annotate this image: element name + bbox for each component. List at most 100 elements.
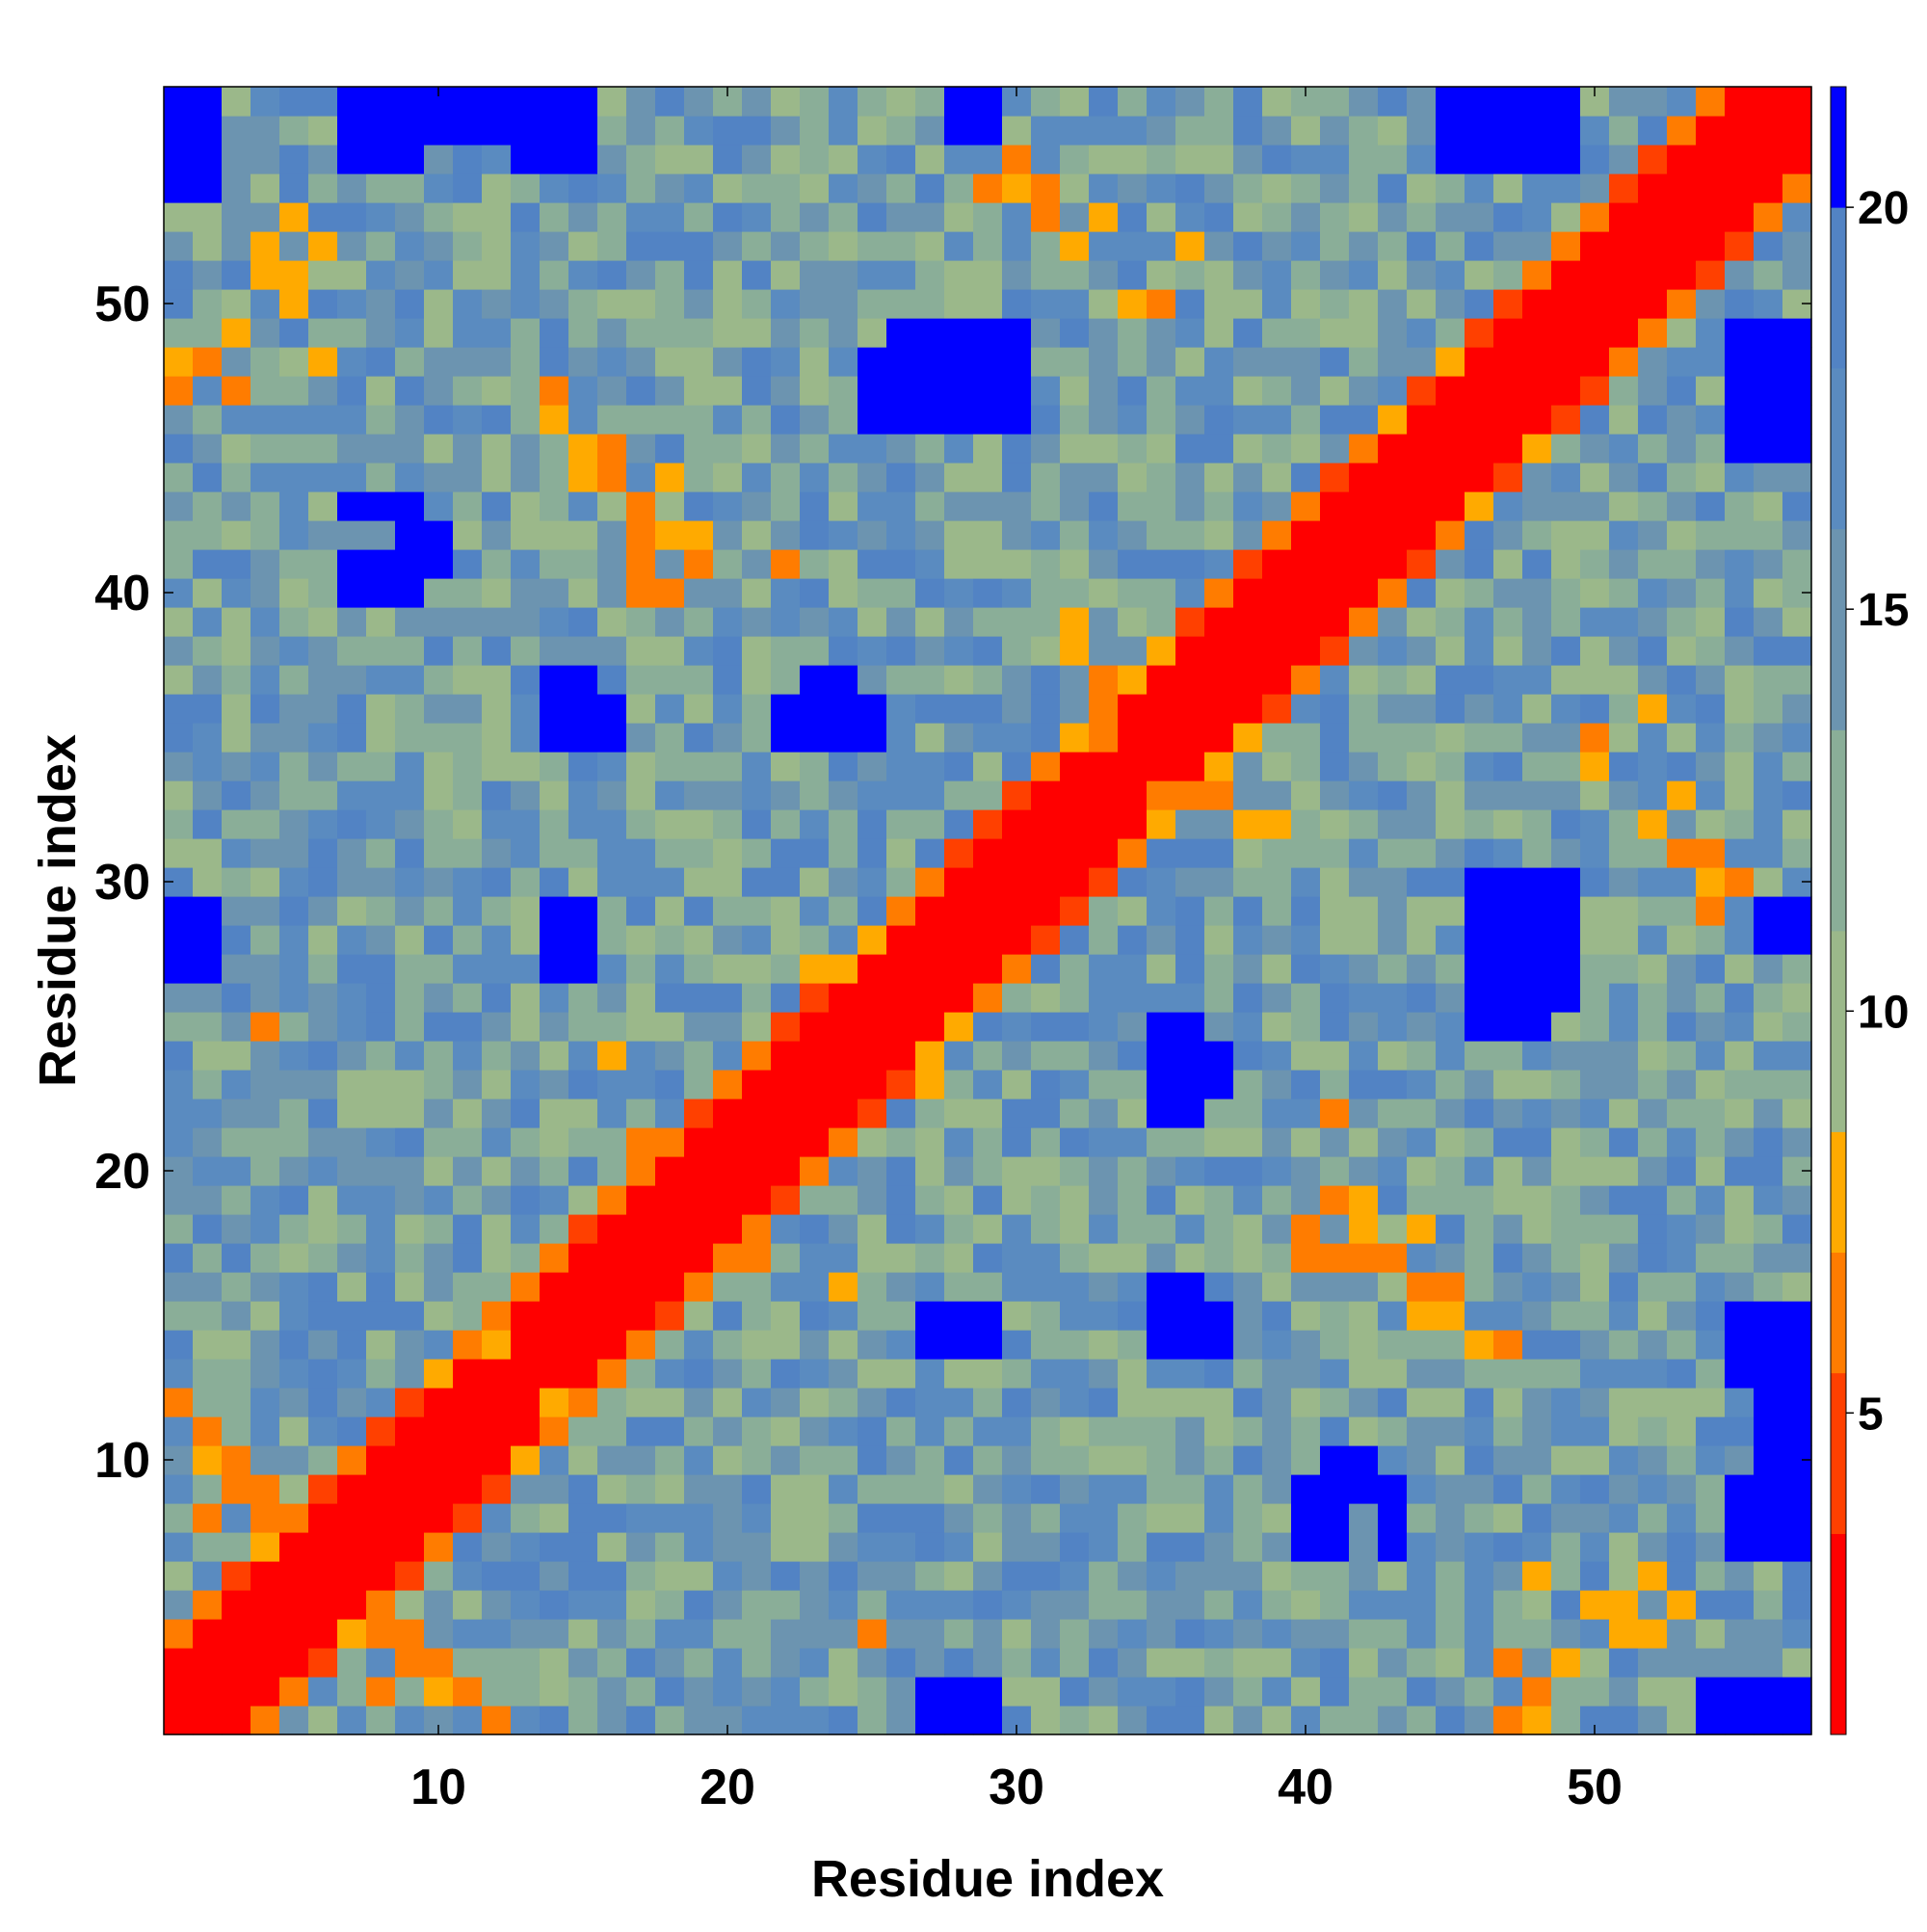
heatmap-cell	[1147, 665, 1176, 695]
heatmap-cell	[1320, 1619, 1350, 1649]
heatmap-cell	[597, 781, 627, 810]
heatmap-cell	[858, 896, 887, 926]
heatmap-cell	[193, 463, 223, 492]
heatmap-cell	[1031, 1532, 1061, 1562]
heatmap-cell	[1320, 1070, 1350, 1099]
heatmap-cell	[1522, 1532, 1552, 1562]
heatmap-cell	[1031, 578, 1061, 608]
heatmap-cell	[1118, 1214, 1148, 1244]
heatmap-cell	[655, 376, 685, 406]
heatmap-cell	[193, 752, 223, 781]
heatmap-cell	[742, 1012, 772, 1042]
heatmap-cell	[1725, 1416, 1755, 1446]
heatmap-cell	[511, 694, 541, 724]
heatmap-cell	[1638, 1012, 1668, 1042]
heatmap-cell	[1002, 202, 1032, 232]
heatmap-cell	[1407, 1474, 1437, 1504]
heatmap-cell	[771, 1301, 801, 1331]
heatmap-cell	[222, 1301, 251, 1331]
heatmap-cell	[626, 838, 656, 868]
heatmap-cell	[1175, 723, 1205, 753]
heatmap-cell	[511, 87, 541, 117]
heatmap-cell	[597, 1677, 627, 1707]
heatmap-cell	[713, 231, 743, 261]
heatmap-cell	[395, 723, 425, 753]
heatmap-cell	[886, 173, 916, 203]
heatmap-cell	[1233, 1445, 1263, 1475]
heatmap-cell	[511, 1156, 541, 1186]
heatmap-cell	[1667, 1330, 1697, 1360]
heatmap-cell	[1436, 723, 1465, 753]
heatmap-cell	[222, 1098, 251, 1128]
heatmap-cell	[1493, 578, 1523, 608]
heatmap-cell	[1667, 636, 1697, 666]
heatmap-cell	[1580, 1098, 1610, 1128]
heatmap-cell	[1580, 954, 1610, 984]
heatmap-cell	[482, 1388, 512, 1417]
heatmap-cell	[1204, 1041, 1234, 1071]
heatmap-cell	[1551, 925, 1581, 955]
heatmap-cell	[453, 1445, 483, 1475]
heatmap-cell	[1609, 781, 1639, 810]
heatmap-cell	[1291, 405, 1321, 435]
heatmap-cell	[1031, 1706, 1061, 1735]
heatmap-cell	[1580, 1648, 1610, 1678]
heatmap-cell	[540, 376, 569, 406]
heatmap-cell	[511, 520, 541, 550]
heatmap-cell	[713, 260, 743, 290]
heatmap-cell	[1060, 1301, 1090, 1331]
heatmap-cell	[1725, 896, 1755, 926]
heatmap-cell	[1638, 954, 1668, 984]
heatmap-cell	[1349, 636, 1379, 666]
heatmap-cell	[829, 723, 858, 753]
heatmap-cell	[1551, 1445, 1581, 1475]
heatmap-cell	[1522, 145, 1552, 174]
heatmap-cell	[1667, 1619, 1697, 1649]
heatmap-cell	[1060, 1359, 1090, 1389]
heatmap-cell	[1782, 781, 1812, 810]
heatmap-cell	[800, 1416, 830, 1446]
heatmap-cell	[395, 434, 425, 463]
heatmap-cell	[251, 1388, 280, 1417]
heatmap-cell	[713, 1330, 743, 1360]
heatmap-cell	[1175, 491, 1205, 521]
heatmap-cell	[366, 1359, 396, 1389]
heatmap-cell	[222, 1706, 251, 1735]
heatmap-cell	[713, 1619, 743, 1649]
heatmap-cell	[973, 520, 1003, 550]
heatmap-cell	[308, 896, 338, 926]
heatmap-cell	[1436, 231, 1465, 261]
heatmap-cell	[395, 202, 425, 232]
heatmap-cell	[597, 838, 627, 868]
heatmap-cell	[829, 1301, 858, 1331]
heatmap-cell	[626, 1706, 656, 1735]
heatmap-cell	[1118, 1416, 1148, 1446]
heatmap-cell	[1782, 1416, 1812, 1446]
colorbar-tick-label: 5	[1858, 1389, 1884, 1440]
heatmap-cell	[1725, 1561, 1755, 1591]
heatmap-cell	[800, 752, 830, 781]
heatmap-cell	[1782, 1272, 1812, 1302]
heatmap-cell	[1725, 1301, 1755, 1331]
heatmap-cell	[944, 1416, 974, 1446]
heatmap-cell	[1696, 1532, 1726, 1562]
heatmap-cell	[1378, 1416, 1408, 1446]
heatmap-cell	[1725, 781, 1755, 810]
heatmap-cell	[829, 925, 858, 955]
heatmap-cell	[164, 202, 194, 232]
heatmap-cell	[684, 1590, 714, 1620]
heatmap-cell	[251, 405, 280, 435]
heatmap-cell	[1089, 1532, 1119, 1562]
heatmap-cell	[1493, 1590, 1523, 1620]
heatmap-cell	[1754, 694, 1783, 724]
heatmap-cell	[655, 463, 685, 492]
heatmap-cell	[829, 1677, 858, 1707]
heatmap-cell	[771, 1648, 801, 1678]
heatmap-cell	[395, 896, 425, 926]
heatmap-cell	[1696, 87, 1726, 117]
heatmap-cell	[742, 1301, 772, 1331]
heatmap-cell	[1060, 1445, 1090, 1475]
heatmap-cell	[1551, 636, 1581, 666]
heatmap-cell	[1262, 202, 1292, 232]
heatmap-cell	[1349, 578, 1379, 608]
